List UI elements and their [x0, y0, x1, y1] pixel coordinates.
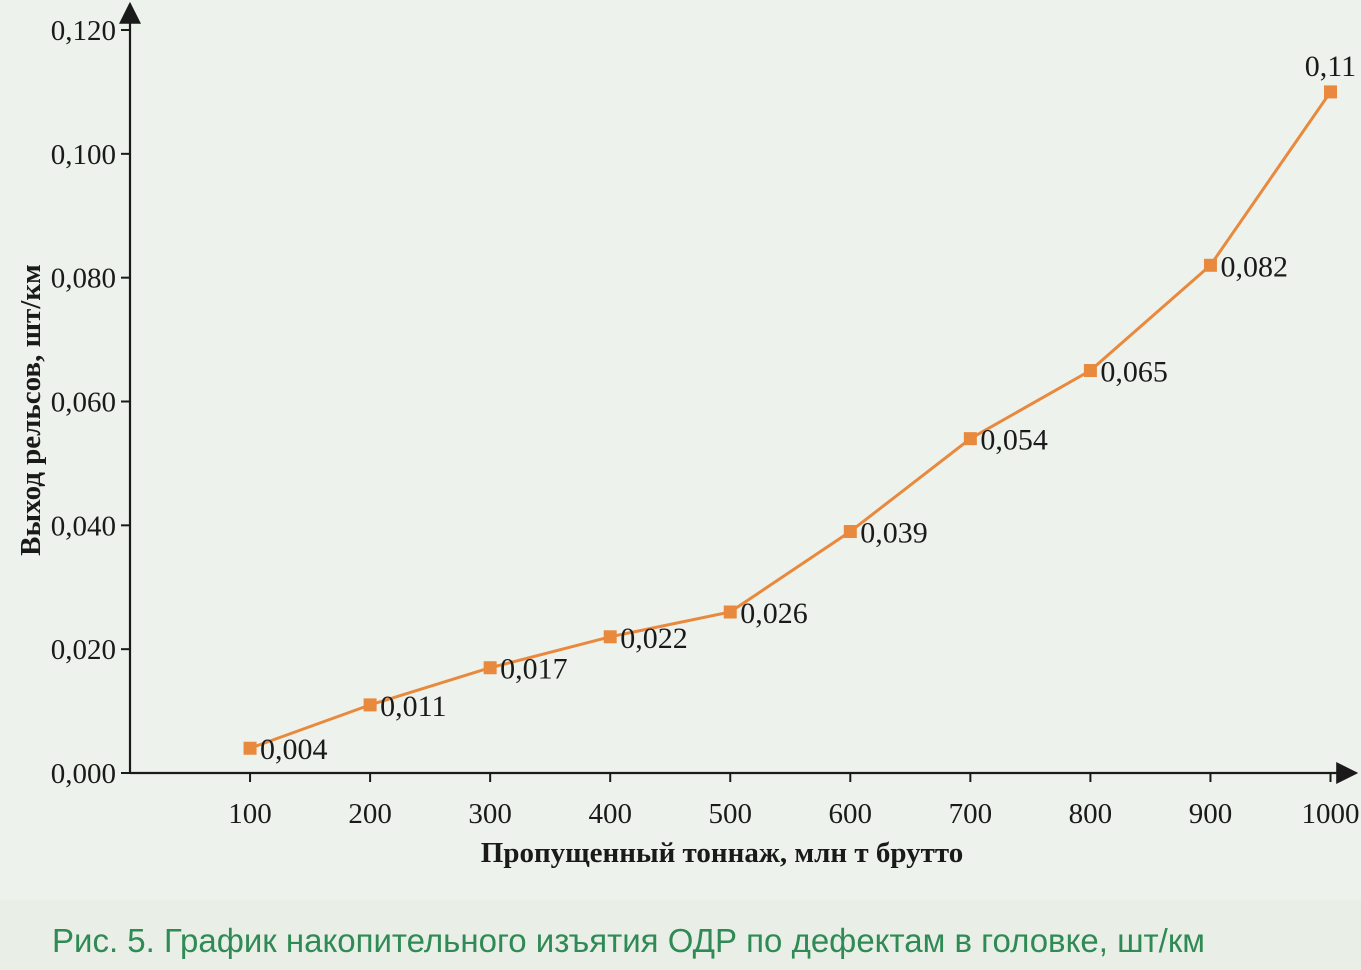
data-point — [963, 432, 977, 446]
x-tick-label: 400 — [588, 798, 632, 830]
caption-band — [0, 900, 1361, 970]
data-label: 0,039 — [860, 517, 928, 550]
data-point — [723, 605, 737, 619]
y-tick-label: 0,120 — [51, 15, 116, 47]
data-label: 0,11 — [1305, 50, 1356, 83]
y-tick-label: 0,060 — [51, 387, 116, 419]
data-point — [243, 741, 257, 755]
x-tick-label: 500 — [709, 798, 753, 830]
y-tick-label: 0,020 — [51, 634, 116, 666]
data-point — [1203, 258, 1217, 272]
x-tick-label: 600 — [829, 798, 873, 830]
data-point — [483, 661, 497, 675]
data-point — [363, 698, 377, 712]
data-label: 0,065 — [1100, 356, 1168, 389]
y-axis-title: Выход рельсов, шт/км — [15, 264, 47, 556]
x-tick-label: 100 — [228, 798, 272, 830]
figure-caption: Рис. 5. График накопительного изъятия ОД… — [52, 922, 1205, 959]
data-label: 0,017 — [500, 653, 568, 686]
x-tick-label: 800 — [1069, 798, 1113, 830]
x-tick-label: 300 — [468, 798, 512, 830]
data-label: 0,011 — [380, 690, 446, 723]
data-label: 0,022 — [620, 622, 688, 655]
y-tick-label: 0,100 — [51, 139, 116, 171]
data-label: 0,082 — [1220, 250, 1288, 283]
y-tick-label: 0,000 — [51, 758, 116, 790]
data-point — [1324, 85, 1337, 99]
x-tick-label: 200 — [348, 798, 392, 830]
x-axis-title: Пропущенный тоннаж, млн т брутто — [481, 837, 963, 869]
x-tick-label: 1000 — [1302, 798, 1360, 830]
data-point — [843, 525, 857, 539]
x-tick-label: 700 — [949, 798, 993, 830]
y-tick-label: 0,080 — [51, 263, 116, 295]
data-point — [1083, 364, 1097, 378]
plot-area: 0,000 0,020 0,040 0,060 0,080 0,100 0,120 100 20… — [15, 1, 1360, 869]
series-line — [249, 91, 1332, 750]
x-tick-label: 900 — [1189, 798, 1233, 830]
data-point — [603, 630, 617, 644]
line-chart: 0,000 0,020 0,040 0,060 0,080 0,100 0,120 100 20… — [15, 1, 1360, 869]
y-tick-label: 0,040 — [51, 510, 116, 542]
data-label: 0,004 — [260, 733, 328, 766]
data-label: 0,054 — [980, 424, 1048, 457]
data-label: 0,026 — [740, 597, 808, 630]
